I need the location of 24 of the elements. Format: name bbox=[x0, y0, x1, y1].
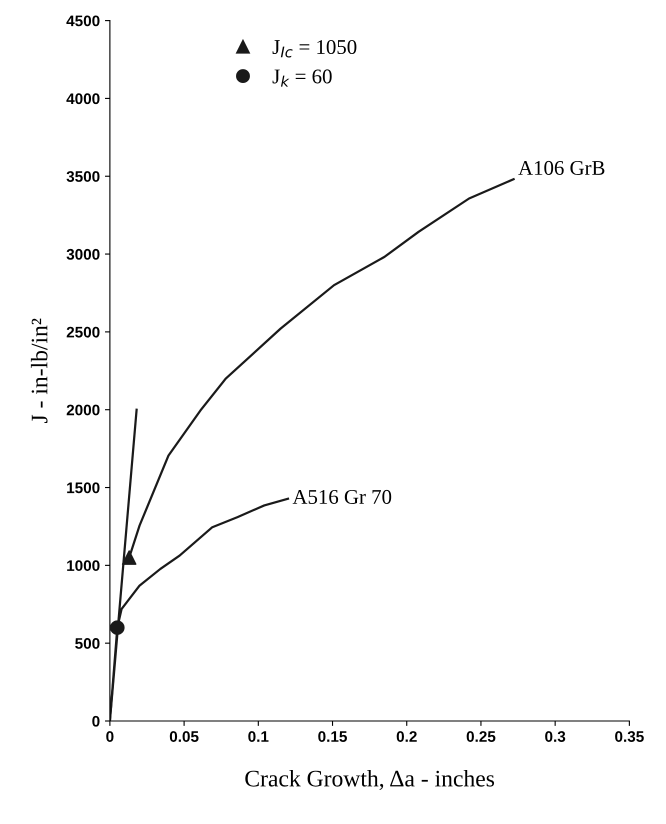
y-axis-title: J - in-lb/in² bbox=[30, 318, 48, 424]
y-tick-label: 3000 bbox=[66, 248, 100, 260]
x-tick-label: 0.2 bbox=[396, 731, 417, 742]
legend-label: J$_{k}$ = 60 bbox=[272, 69, 332, 87]
y-tick-label: 500 bbox=[75, 638, 100, 649]
y-tick-label: 2500 bbox=[66, 326, 100, 338]
y-tick-label: 3500 bbox=[66, 171, 100, 182]
x-axis-title: Crack Growth, Δa - inches bbox=[245, 770, 494, 790]
x-tick-label: 0.3 bbox=[545, 731, 566, 742]
series-label: A516 Gr 70 bbox=[292, 490, 392, 504]
x-tick-label: 0.05 bbox=[170, 731, 199, 742]
y-tick-label: 1500 bbox=[67, 482, 100, 494]
x-tick-label: 0 bbox=[106, 731, 114, 742]
y-tick-label: 4500 bbox=[66, 15, 100, 26]
x-tick-label: 0.35 bbox=[615, 731, 644, 742]
series-label: A106 GrB bbox=[518, 160, 604, 175]
y-tick-label: 1000 bbox=[67, 560, 100, 572]
x-tick-label: 0.25 bbox=[466, 731, 496, 742]
y-tick-label: 4000 bbox=[66, 93, 100, 104]
legend-label: J$_{Ic}$ = 1050 bbox=[272, 40, 356, 58]
y-tick-label: 2000 bbox=[66, 404, 100, 416]
x-tick-label: 0.1 bbox=[248, 731, 269, 742]
y-tick-label: 0 bbox=[92, 716, 100, 727]
x-tick-label: 0.15 bbox=[318, 731, 347, 742]
